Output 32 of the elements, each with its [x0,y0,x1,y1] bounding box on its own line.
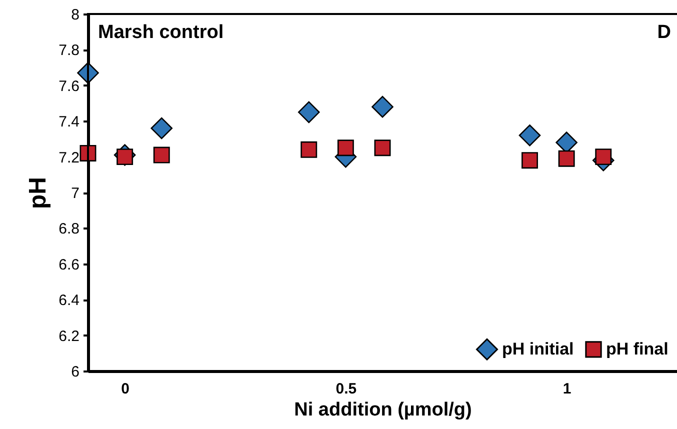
annotation: Marsh control [98,22,224,43]
point [153,146,170,164]
point [518,124,541,146]
legend-label: pH final [606,339,668,358]
y-tick-label: 7.2 [58,149,80,166]
x-tick-label: 0.5 [336,380,357,398]
y-tick-label: 6.8 [58,220,80,238]
y-tick-label: 6.4 [58,292,80,310]
y-tick-label: 6 [71,364,80,380]
point [337,140,354,156]
y-tick-label: 7.6 [58,78,80,95]
x-tick-label: 1 [562,380,572,398]
y-axis-title: pH [24,177,52,209]
point [372,96,394,118]
point [558,150,575,167]
y-tick-label: 8 [71,6,80,24]
y-tick-label: 7.8 [58,42,80,60]
point [300,141,318,158]
annotation: D [657,22,671,43]
x-tick-label: 0 [121,380,130,398]
x-axis-title: Ni addition (µmol/g) [294,400,472,420]
y-tick-label: 6.2 [58,328,80,345]
legend-label: pH initial [502,339,574,358]
y-tick-label: 7 [71,185,80,202]
point [374,140,391,156]
y-tick-label: 6.6 [58,256,80,274]
point [150,117,173,140]
point [298,101,320,124]
point [595,148,612,166]
point [522,152,538,169]
point [80,144,96,162]
y-tick-label: 7.4 [58,114,80,131]
